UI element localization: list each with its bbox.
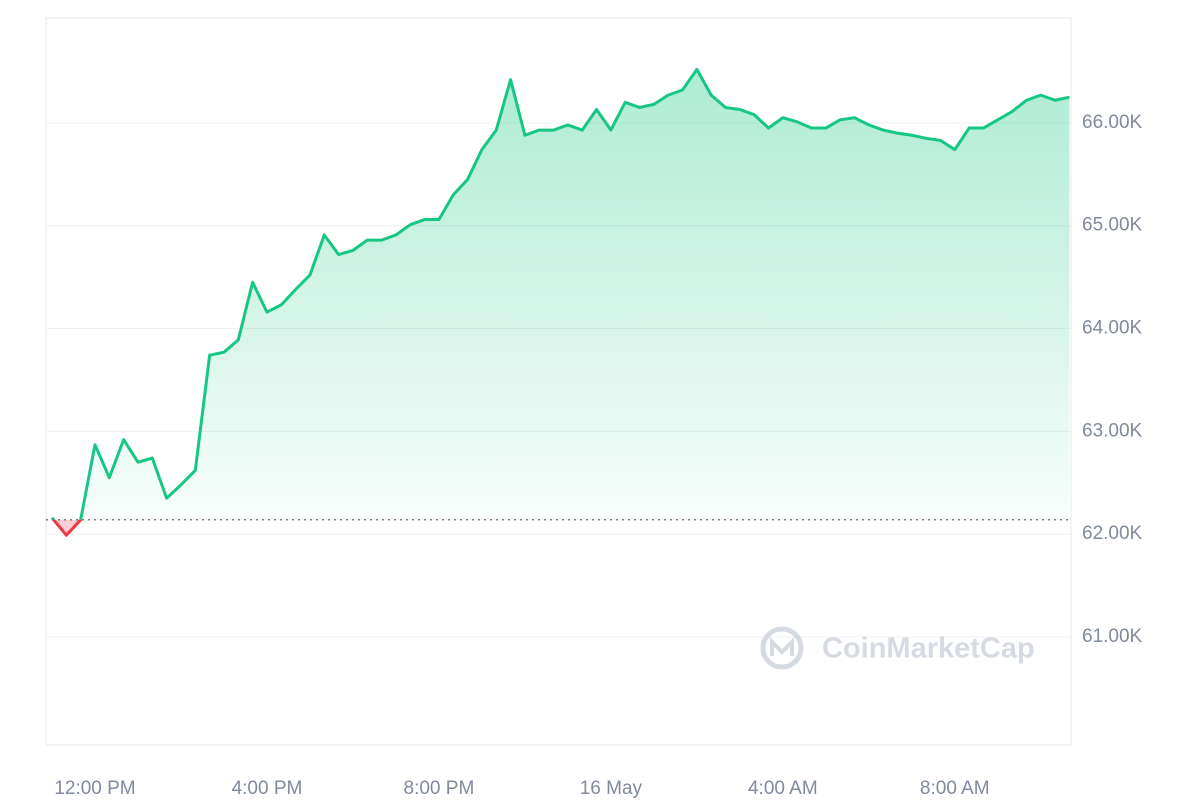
x-tick-label: 16 May <box>580 778 643 799</box>
y-tick-label: 63.00K <box>1082 420 1143 441</box>
x-tick-label: 8:00 AM <box>920 778 990 799</box>
watermark: CoinMarketCap <box>760 626 1035 670</box>
watermark-text: CoinMarketCap <box>822 633 1035 665</box>
price-line <box>50 67 1070 520</box>
y-tick-label: 64.00K <box>1082 318 1143 339</box>
y-tick-label: 61.00K <box>1082 626 1143 647</box>
y-tick-label: 62.00K <box>1082 523 1143 544</box>
x-tick-label: 4:00 AM <box>748 778 818 799</box>
plot-frame <box>45 17 1072 746</box>
x-tick-label: 8:00 PM <box>404 778 475 799</box>
y-tick-label: 66.00K <box>1082 112 1143 133</box>
x-tick-label: 12:00 PM <box>54 778 135 799</box>
y-tick-label: 65.00K <box>1082 215 1143 236</box>
area-up <box>52 69 1070 520</box>
x-tick-label: 4:00 PM <box>232 778 303 799</box>
